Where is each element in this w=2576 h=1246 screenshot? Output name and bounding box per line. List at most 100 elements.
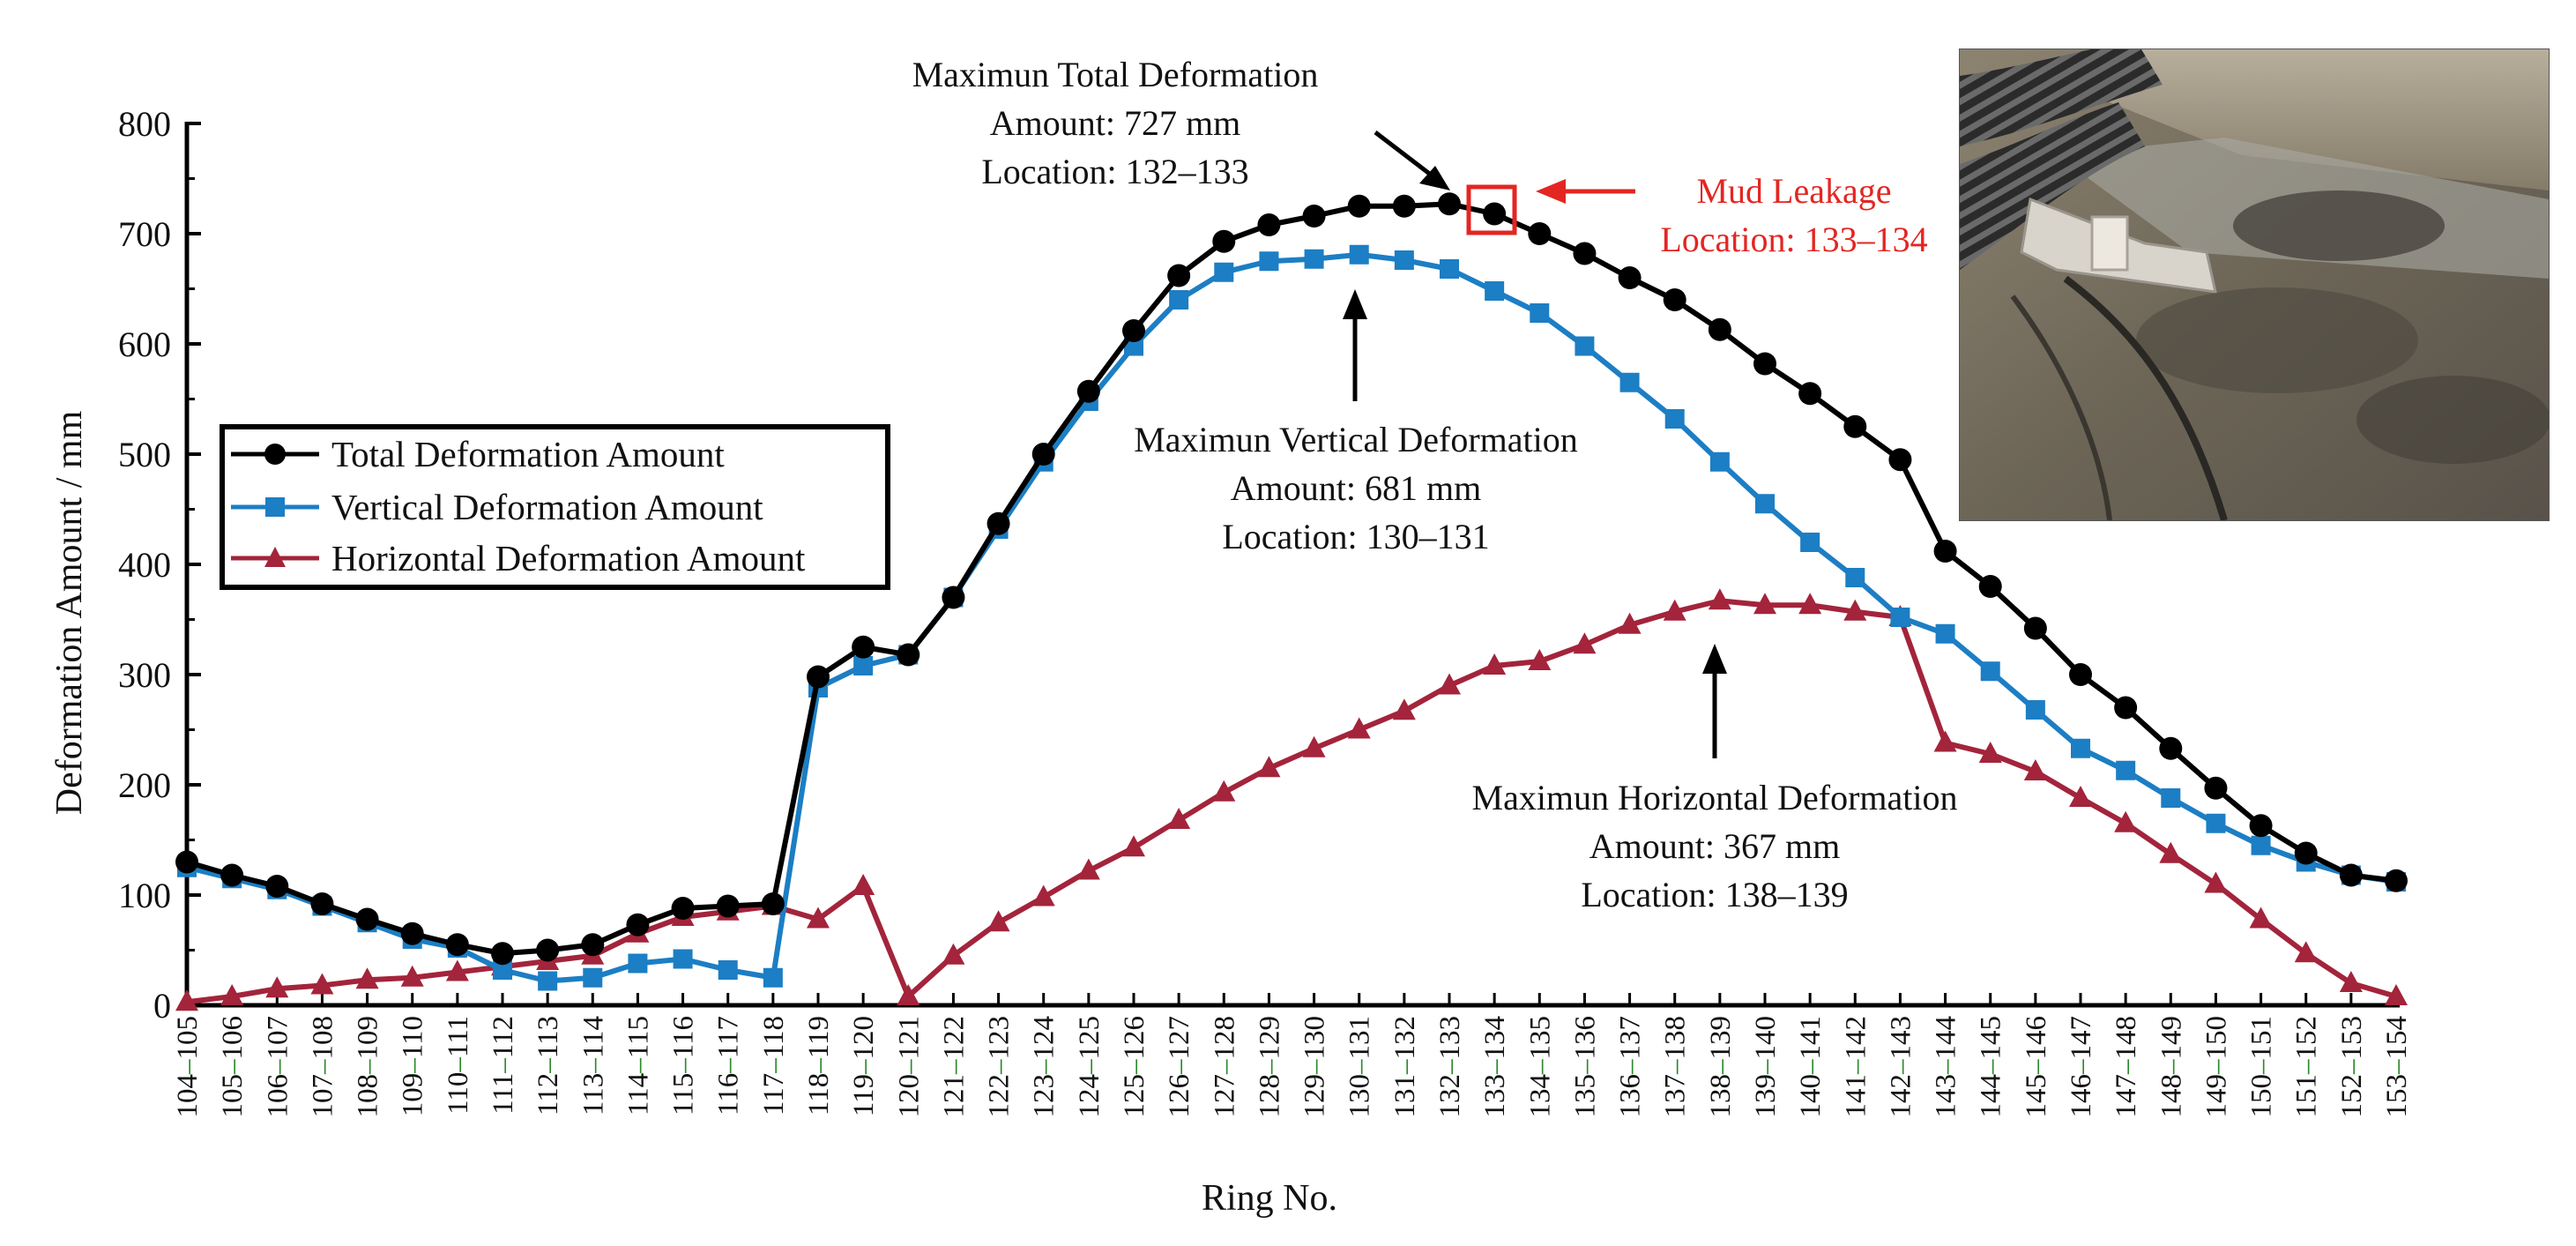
photo-mud-patch-2 xyxy=(2136,287,2418,393)
x-tick-label: 117–118 xyxy=(758,1016,790,1115)
data-point xyxy=(1438,192,1461,216)
data-point xyxy=(1663,288,1686,311)
y-axis-ticks: 0 100 200 300 400 500 600 700 800 xyxy=(118,104,201,1026)
data-point xyxy=(1575,336,1595,356)
series-line xyxy=(186,598,2397,1005)
data-point xyxy=(2159,841,2183,863)
x-tick-label: 138–139 xyxy=(1705,1016,1737,1118)
data-point xyxy=(1257,213,1281,236)
data-point xyxy=(2294,841,2318,865)
x-tick-label: 111–112 xyxy=(488,1016,519,1115)
y-tick-label: 700 xyxy=(118,214,171,254)
data-point xyxy=(1076,858,1100,880)
x-tick-label: 120–121 xyxy=(893,1016,925,1118)
data-point xyxy=(807,907,830,929)
x-tick-label: 129–130 xyxy=(1299,1016,1331,1118)
data-point xyxy=(1933,730,1957,752)
data-point xyxy=(1709,451,1730,472)
data-point xyxy=(445,959,469,981)
data-point xyxy=(852,635,875,659)
photo-wall xyxy=(2101,49,2549,190)
data-point xyxy=(1438,673,1461,695)
data-point xyxy=(2249,814,2273,838)
data-point xyxy=(2385,984,2408,1005)
data-point xyxy=(718,960,738,980)
mud-leakage-arrowhead xyxy=(1536,179,1566,204)
x-tick-label: 128–129 xyxy=(1254,1016,1285,1118)
annotation-horizontal-line3: Location: 138–139 xyxy=(1581,875,1848,914)
data-point xyxy=(673,949,693,969)
x-tick-label: 132–133 xyxy=(1434,1016,1466,1118)
data-point xyxy=(1076,379,1100,403)
data-point xyxy=(2294,941,2318,963)
data-point xyxy=(1708,588,1731,610)
data-point xyxy=(1347,194,1371,218)
data-point xyxy=(1392,698,1416,720)
x-tick-label: 125–126 xyxy=(1119,1016,1150,1118)
data-point xyxy=(491,942,514,966)
x-tick-label: 127–128 xyxy=(1209,1016,1240,1118)
data-point xyxy=(1888,448,1912,472)
x-tick-label: 115–116 xyxy=(668,1016,700,1115)
annotation-total-line3: Location: 132–133 xyxy=(981,152,1248,191)
data-point xyxy=(445,933,469,957)
data-point xyxy=(761,892,785,915)
data-point xyxy=(1302,735,1326,757)
data-point xyxy=(942,586,965,609)
data-point xyxy=(1708,317,1731,341)
data-point xyxy=(310,973,334,995)
x-tick-label: 131–132 xyxy=(1389,1016,1421,1118)
x-axis-ticks: 104–105 105–106 106–107 107–108 108–109 109–1… xyxy=(172,993,2413,1118)
x-tick-label: 109–110 xyxy=(398,1016,429,1116)
x-tick-label: 148–149 xyxy=(2155,1016,2187,1118)
data-point xyxy=(1122,319,1145,342)
data-point xyxy=(2339,971,2363,992)
data-point xyxy=(1440,259,1459,279)
x-tick-label: 108–109 xyxy=(353,1016,384,1118)
data-point xyxy=(581,933,605,957)
data-point xyxy=(1394,250,1414,270)
data-point xyxy=(2023,759,2047,780)
photo-hose-upper xyxy=(1960,49,2163,146)
data-point xyxy=(1755,494,1775,514)
data-point xyxy=(2023,616,2047,640)
data-point xyxy=(583,967,603,988)
data-point xyxy=(175,850,198,874)
data-point xyxy=(536,938,560,962)
photo-bracket-post xyxy=(2090,215,2129,272)
data-point xyxy=(2204,776,2228,800)
x-tick-label: 146–147 xyxy=(2066,1016,2097,1118)
data-point xyxy=(220,863,244,887)
data-point xyxy=(493,960,512,980)
y-tick-label: 200 xyxy=(118,765,171,805)
data-point xyxy=(1980,661,2000,682)
data-point xyxy=(1302,205,1326,228)
x-tick-label: 104–105 xyxy=(172,1016,204,1118)
x-tick-label: 124–125 xyxy=(1074,1016,1106,1118)
x-tick-label: 114–115 xyxy=(622,1016,654,1115)
data-point xyxy=(2339,863,2363,887)
y-tick-label: 300 xyxy=(118,655,171,695)
data-point xyxy=(1798,382,1822,406)
data-point xyxy=(1031,443,1055,466)
data-point xyxy=(1122,835,1145,857)
data-point xyxy=(1392,194,1416,218)
data-point xyxy=(1304,249,1324,269)
data-point xyxy=(1978,575,2002,598)
data-point xyxy=(1212,229,1236,253)
x-tick-label: 152–153 xyxy=(2336,1016,2368,1118)
data-point xyxy=(265,875,289,898)
annotation-vertical-arrowhead xyxy=(1343,289,1367,319)
x-tick-label: 105–106 xyxy=(217,1016,249,1118)
data-point xyxy=(763,967,783,988)
x-tick-label: 116–117 xyxy=(713,1016,745,1115)
data-point xyxy=(1214,262,1234,282)
data-point xyxy=(897,643,920,667)
data-point xyxy=(1800,533,1820,552)
data-point xyxy=(400,965,424,987)
data-point xyxy=(628,953,648,974)
data-point xyxy=(1753,593,1776,615)
mud-leakage-line1: Mud Leakage xyxy=(1696,171,1891,211)
x-tick-label: 140–141 xyxy=(1795,1016,1827,1118)
data-point xyxy=(986,511,1010,535)
